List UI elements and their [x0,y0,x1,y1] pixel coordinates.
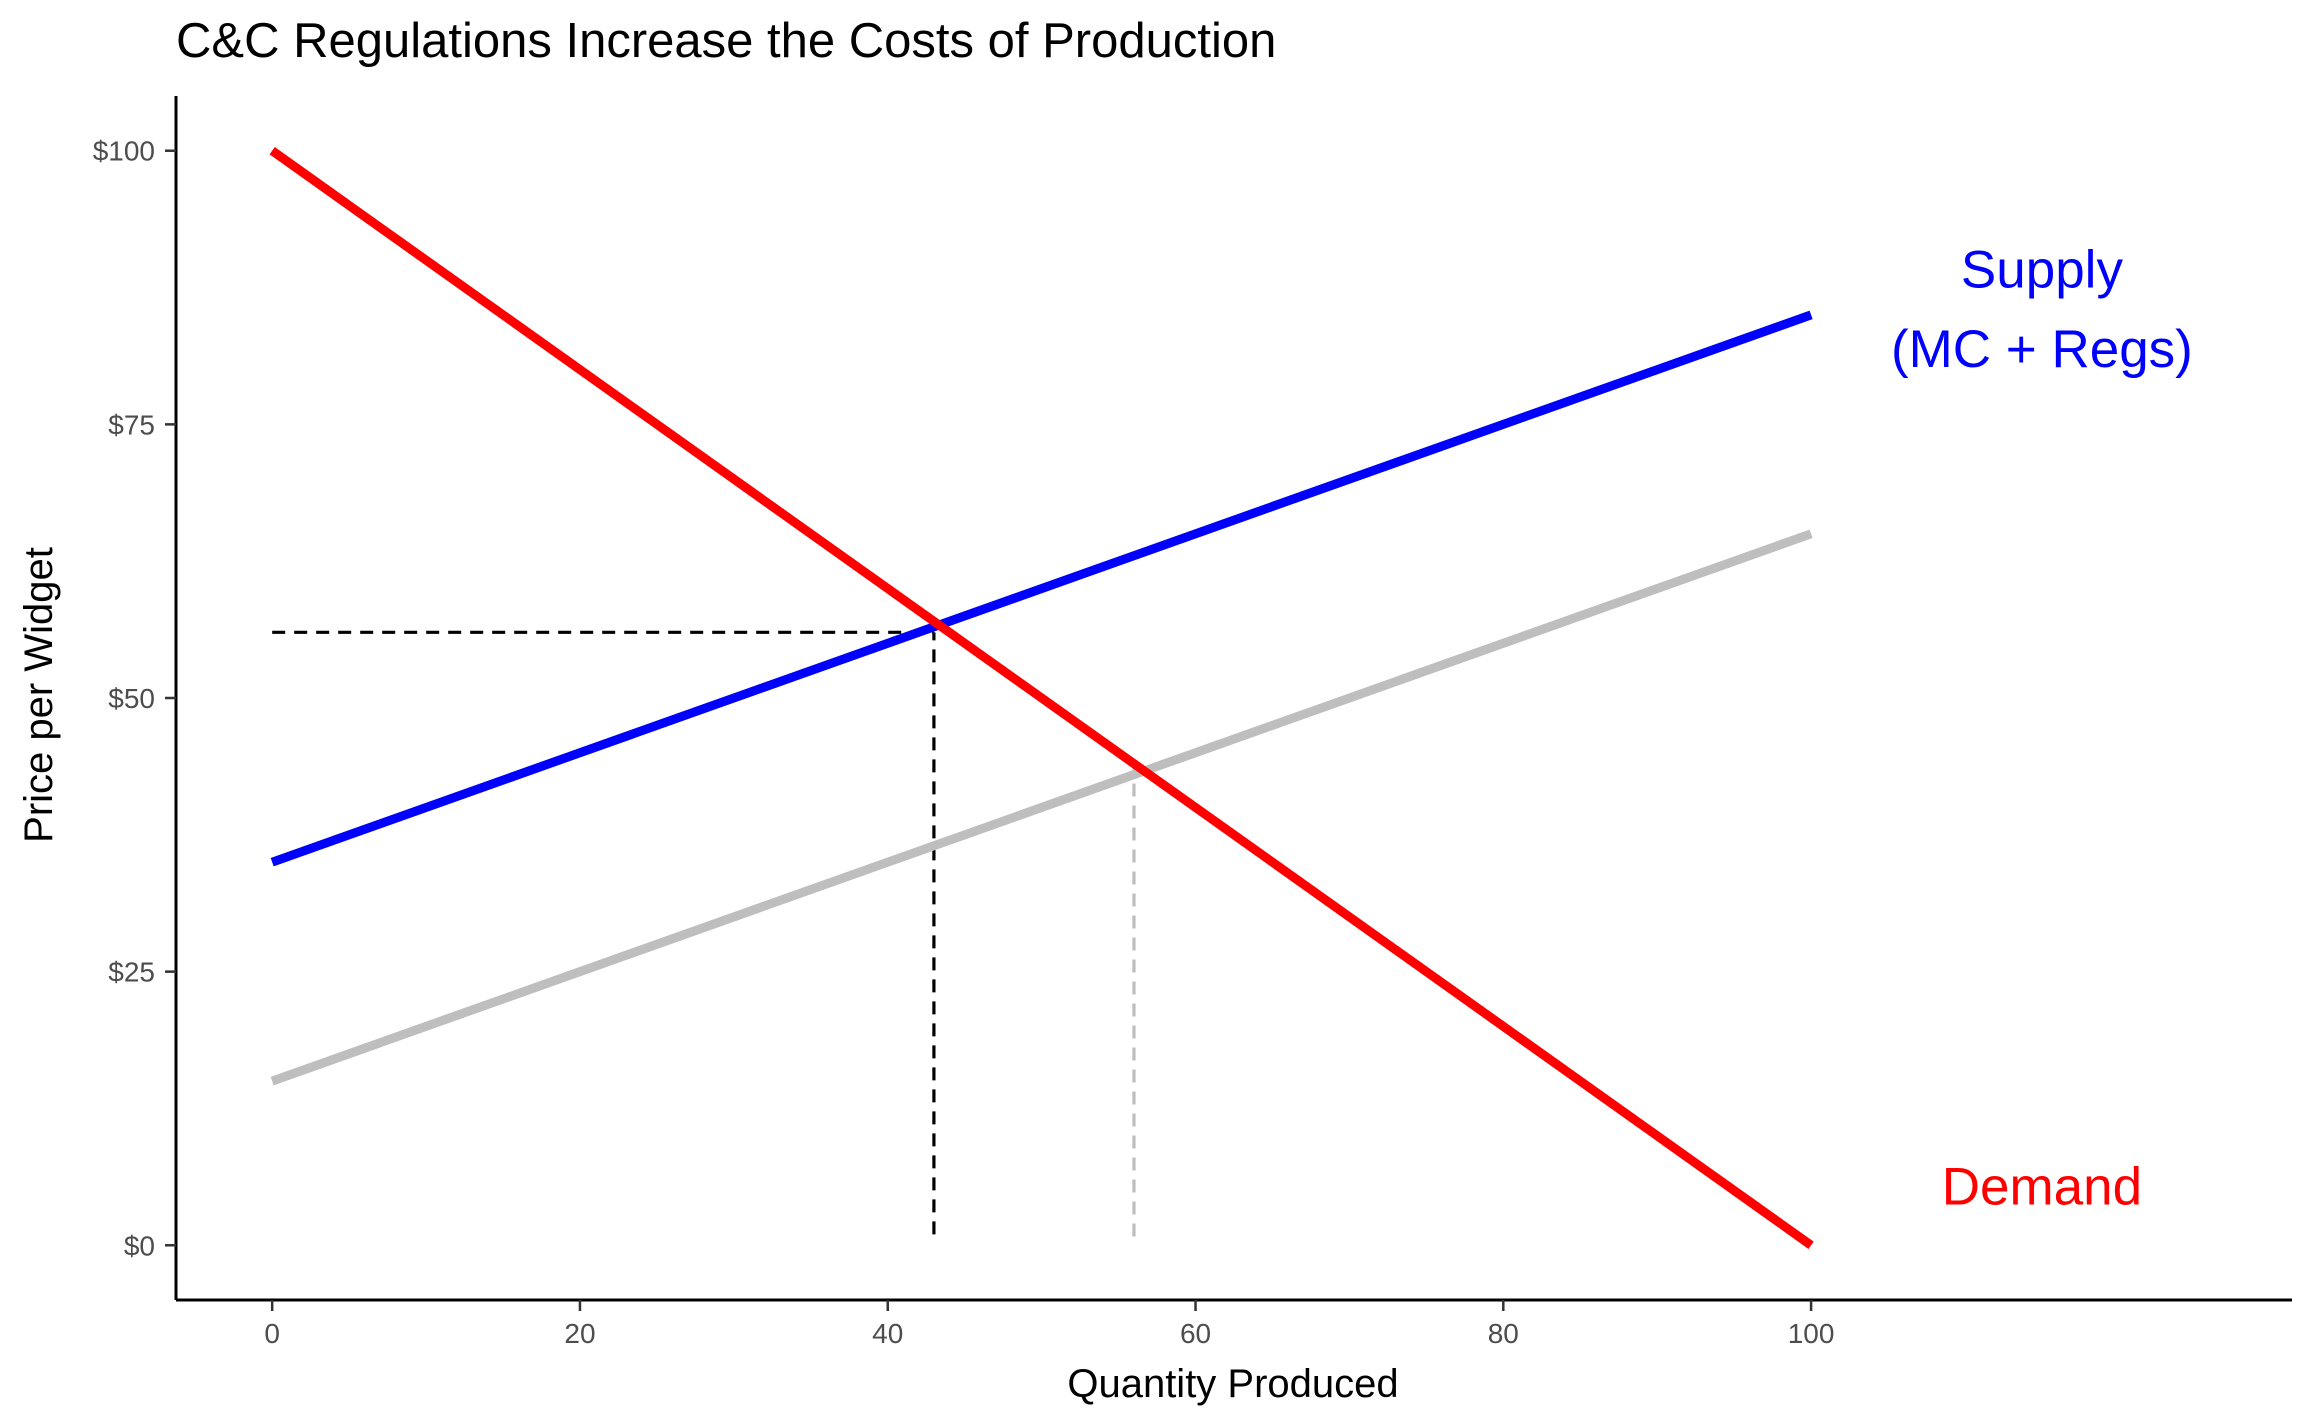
supply-label-1: Supply [1961,240,2124,299]
demand-label: Demand [1942,1158,2142,1217]
y-axis-title: Price per Widget [17,547,61,843]
x-tick-label: 20 [564,1318,595,1349]
y-tick-label: $100 [93,136,155,167]
y-axis: $0 $25 $50 $75 $100 [93,136,176,1261]
y-tick-label: $0 [124,1230,155,1261]
x-tick-label: 0 [264,1318,280,1349]
supply-label-2: (MC + Regs) [1891,320,2193,379]
guide-lines [272,630,1136,1237]
x-tick-label: 40 [872,1318,903,1349]
annotations: Supply (MC + Regs) Demand [1891,240,2193,1216]
chart-title: C&C Regulations Increase the Costs of Pr… [176,14,1276,68]
x-tick-label: 80 [1488,1318,1519,1349]
y-tick-label: $75 [108,409,155,440]
demand-line [269,147,1814,1249]
series-lines [269,147,1814,1249]
x-axis-title: Quantity Produced [1067,1362,1398,1406]
x-tick-label: 100 [1788,1318,1835,1349]
supply-line [270,310,1813,867]
original-supply-line [270,529,1813,1086]
y-tick-label: $25 [108,957,155,988]
x-axis: 0 20 40 60 80 100 [264,1300,1834,1349]
y-tick-label: $50 [108,683,155,714]
x-tick-label: 60 [1180,1318,1211,1349]
